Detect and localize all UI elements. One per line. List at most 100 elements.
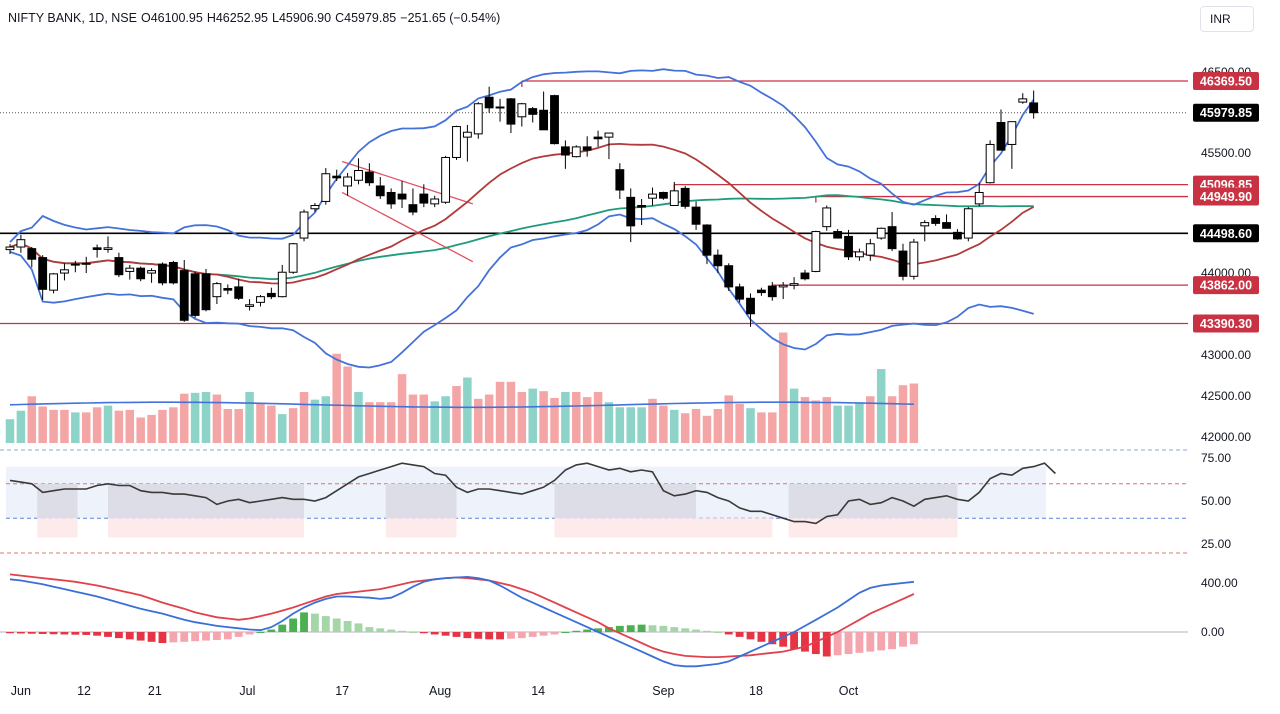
candle-body [931,218,941,224]
volume-bar [604,402,614,443]
volume-bar [582,397,592,443]
change-value: −251.65 (−0.54%) [400,11,501,25]
candle-body [136,267,146,280]
price-level-label-6: 43390.30 [1200,317,1252,331]
rsi-low-regime-0 [37,518,78,538]
volume-bar [49,409,58,443]
volume-bar [887,396,897,443]
macd-histogram-bar [517,632,526,639]
x-axis-label: 14 [531,684,545,698]
volume-bar [256,403,265,443]
volume-bar [757,412,766,443]
currency-button[interactable]: INR [1200,6,1254,32]
macd-histogram-bar [572,630,581,632]
candle-body [615,169,625,191]
candle-body [691,206,701,225]
macd-histogram-bar [409,632,417,633]
rsi-axis-tick: 50.00 [1201,494,1231,508]
price-level-badge-4 [1193,224,1259,243]
macd-signal-line [9,573,915,658]
volume-bar [713,409,723,443]
candle-body [484,96,494,109]
volume-bar [321,396,331,443]
price-level-badge-3 [1193,187,1259,206]
volume-bar [768,412,777,443]
candle-body [735,286,745,300]
volume-bar [746,408,755,443]
volume-bar [659,405,668,443]
candle-body [963,208,973,239]
candle-body [582,146,592,151]
candle-body [212,283,222,298]
candle-body [811,231,821,272]
volume-bar [506,381,516,443]
volume-bar [38,406,47,443]
macd-histogram-bar [801,632,809,652]
macd-histogram-bar [659,625,668,632]
volume-bar [365,402,374,443]
candle-body [1018,98,1028,103]
volume-bar [397,374,407,443]
macd-histogram-bar [899,632,907,647]
volume-bar [299,392,309,443]
macd-histogram-bar [790,632,799,650]
macd-histogram-bar [49,632,58,635]
macd-histogram-bar [833,632,842,656]
macd-histogram-bar [376,628,385,632]
candle-body [669,190,679,206]
volume-bar [855,402,864,443]
volume-bar [234,409,243,443]
candle-body [452,126,461,158]
volume-bar [376,402,385,443]
candle-body [604,132,614,138]
volume-bar [702,415,712,443]
macd-histogram-bar [888,632,897,650]
macd-histogram-bar [256,632,265,633]
candle-body [789,283,799,286]
candle-body [528,108,538,115]
candle-body [190,273,200,316]
candle-body [299,211,309,239]
candle-body [375,185,385,197]
macd-histogram-bar [60,632,69,635]
candle-body [408,204,418,213]
volume-bar [201,392,211,443]
candle-body [354,169,363,181]
candle-body [637,204,647,208]
price-level-badge-5 [1193,276,1259,295]
macd-histogram-bar [136,632,145,641]
volume-bar [495,381,505,443]
candle-body [1029,102,1039,114]
volume-bar [670,409,679,443]
candle-body [844,235,853,258]
macd-histogram-bar [713,632,722,633]
candle-body [364,171,374,184]
macd-histogram-bar [104,632,112,637]
volume-bar [811,400,821,443]
macd-histogram-bar [724,632,733,635]
volume-average-line [9,401,914,409]
candle-body [658,191,668,199]
volume-bar [866,396,875,443]
macd-histogram-bar [147,632,156,642]
candle-body [397,193,407,200]
price-level-label-1: 45979.85 [1200,106,1252,120]
macd-histogram-bar [561,632,570,633]
volume-bar [386,402,396,443]
legend: NIFTY BANK, 1D, NSE O46100.95 H46252.95 … [8,11,500,25]
volume-bar [408,394,418,443]
volume-bar [550,397,559,443]
close-value: C45979.85 [335,11,397,25]
x-axis-label: Sep [652,684,674,698]
sma20-line [9,142,1035,285]
volume-bar [441,396,450,443]
macd-histogram-bar [223,632,232,640]
macd-histogram-bar [278,624,287,632]
macd-line [9,575,914,668]
price-level-label-3: 44949.90 [1200,190,1252,204]
macd-histogram-bar [234,632,243,637]
candle-body [27,248,37,260]
candle-body [517,103,527,118]
volume-bar [909,383,919,443]
